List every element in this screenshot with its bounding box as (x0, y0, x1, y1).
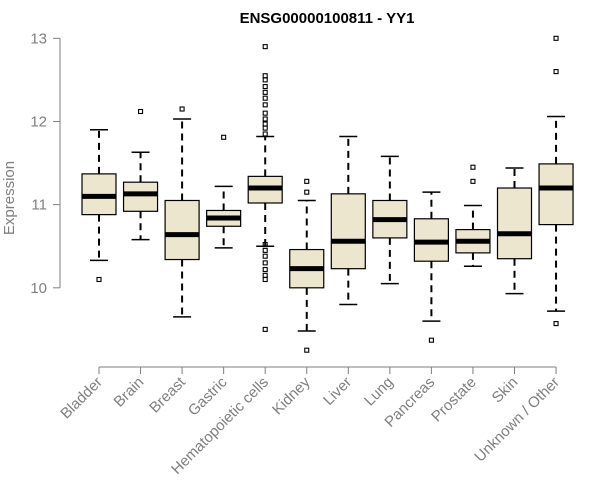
outlier-point (262, 326, 268, 332)
outlier-point (262, 121, 268, 127)
y-tick-label: 10 (30, 280, 47, 297)
outlier-point (262, 102, 268, 108)
box-group (496, 167, 533, 295)
box-group (289, 178, 325, 353)
box-group (538, 35, 574, 327)
outlier-point (428, 337, 434, 343)
box-group (247, 44, 283, 332)
x-tick-label: Brain (111, 374, 148, 411)
box-group (206, 134, 242, 249)
outlier-point (262, 73, 268, 79)
box-iqr (330, 193, 366, 270)
outlier-point (262, 125, 268, 131)
box-group (413, 191, 449, 343)
outlier-point (262, 77, 268, 83)
box-group (330, 135, 366, 306)
outlier-point (262, 247, 268, 253)
outlier-point (179, 106, 185, 112)
outlier-point (262, 44, 268, 50)
x-tick-label: Bladder (57, 374, 106, 423)
y-axis: 10 11 12 13 (30, 30, 61, 297)
outlier-point (262, 131, 268, 137)
outlier-point (553, 321, 559, 327)
outlier-point (553, 35, 559, 41)
x-tick-label: Liver (320, 374, 355, 409)
box-iqr (496, 187, 533, 260)
x-tick-label: Breast (146, 373, 189, 416)
x-tick-label: Skin (489, 374, 522, 407)
outlier-point (262, 272, 268, 278)
y-tick-label: 13 (30, 30, 47, 47)
box-iqr (164, 199, 200, 261)
box-group (164, 106, 200, 318)
outlier-point (262, 95, 268, 101)
outlier-point (262, 242, 268, 248)
y-tick-label: 12 (30, 113, 47, 130)
outlier-point (262, 110, 268, 116)
outlier-point (221, 134, 227, 140)
outlier-point (262, 253, 268, 259)
outlier-point (304, 178, 310, 184)
outlier-point (262, 276, 268, 283)
x-tick-label: Prostate (428, 374, 480, 426)
outlier-point (470, 178, 476, 184)
chart-title: ENSG00000100811 - YY1 (240, 10, 415, 27)
box-group (455, 164, 491, 267)
y-tick-label: 11 (31, 197, 47, 214)
box-group (372, 155, 408, 285)
outlier-point (262, 89, 268, 95)
outlier-point (96, 276, 102, 283)
outlier-point (262, 266, 268, 273)
x-tick-label: Lung (361, 374, 397, 410)
outlier-point (262, 260, 268, 266)
outlier-point (304, 189, 310, 195)
x-tick-label: Kidney (269, 373, 314, 418)
box-group (122, 108, 159, 241)
box-group (81, 129, 117, 283)
outlier-point (138, 108, 144, 115)
outlier-point (470, 164, 476, 170)
outlier-point (553, 69, 559, 75)
outlier-point (262, 84, 268, 90)
box-iqr (122, 181, 159, 212)
y-axis-label: Expression (1, 161, 18, 235)
outlier-point (262, 116, 268, 122)
outlier-point (304, 347, 310, 353)
box-iqr (538, 163, 574, 226)
boxes-group (81, 35, 574, 353)
